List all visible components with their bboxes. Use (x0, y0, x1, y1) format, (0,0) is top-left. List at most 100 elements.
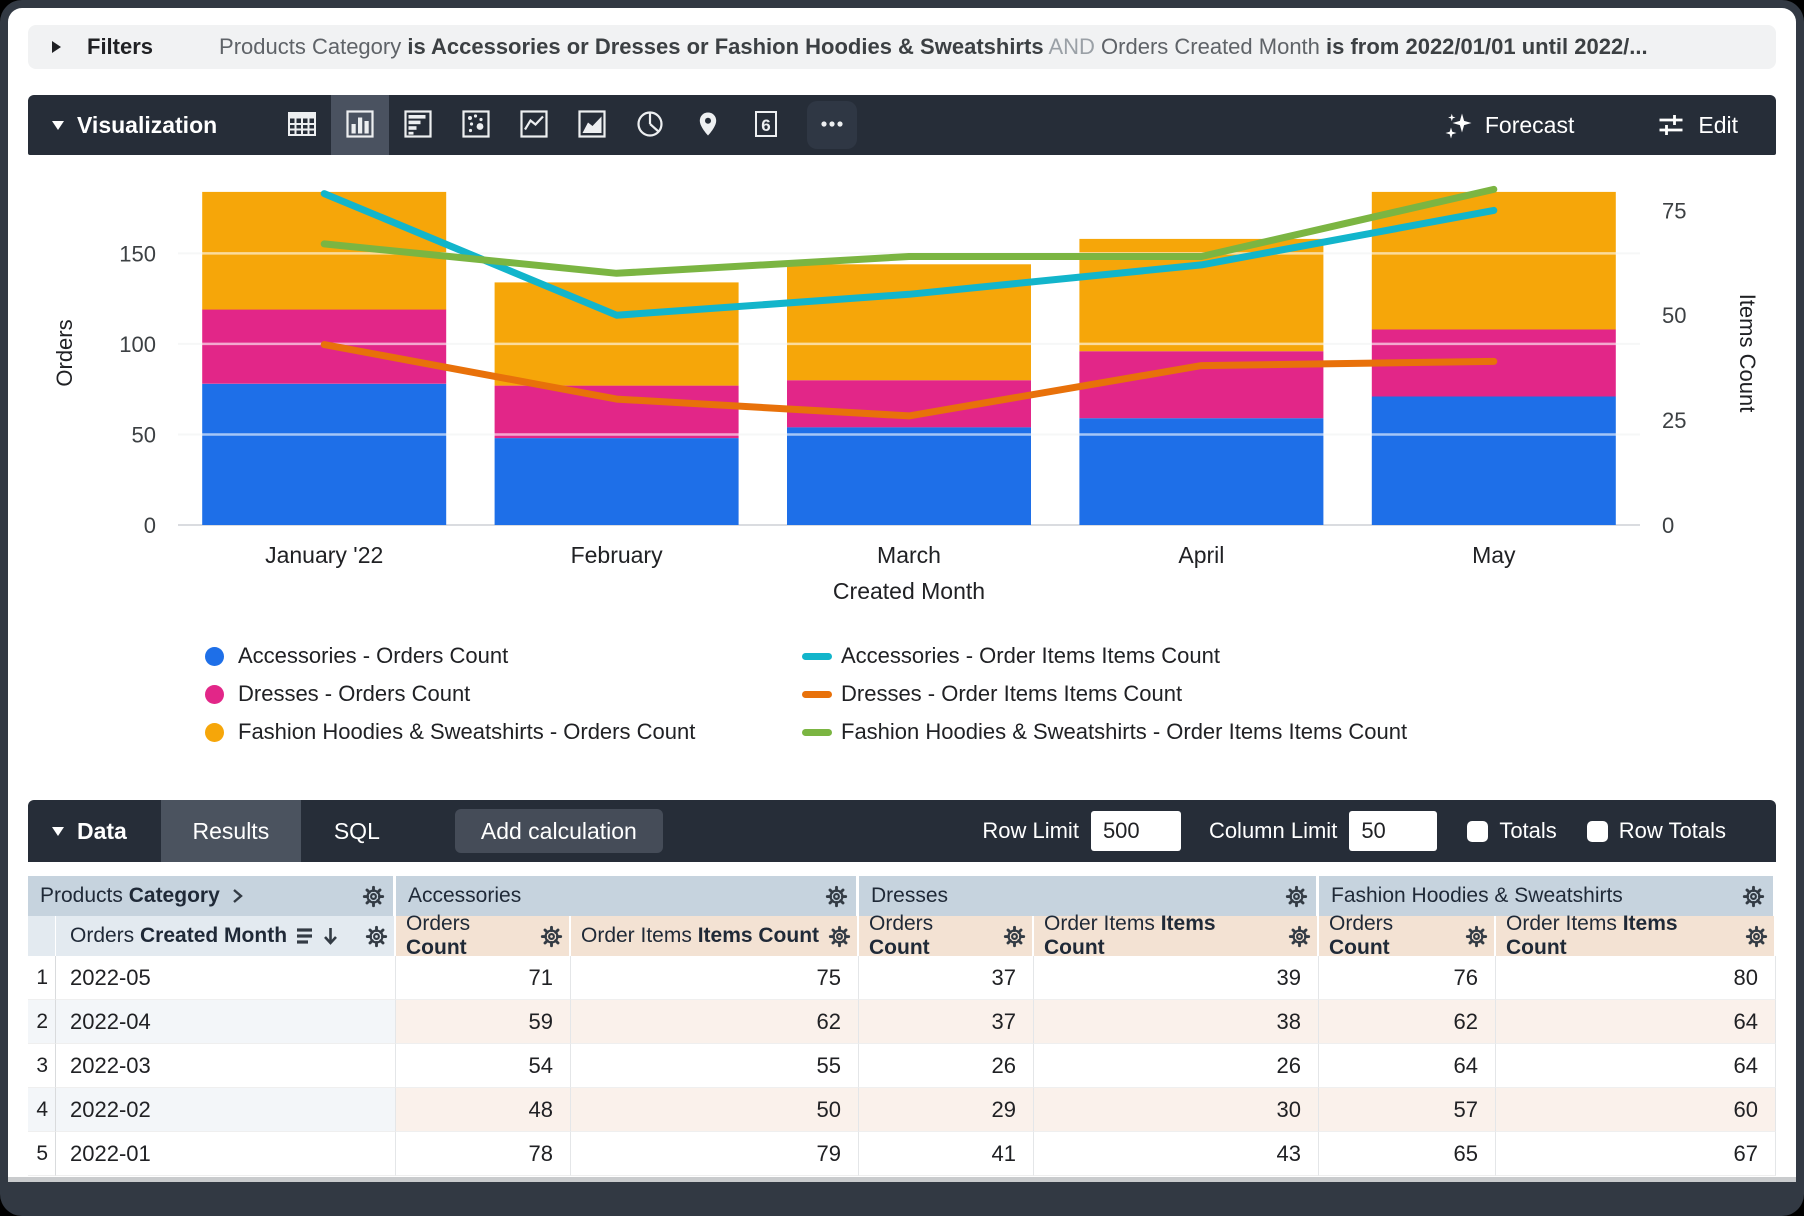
results-table: Products Category Accessories Dresses Fashi… (28, 876, 1776, 1176)
measure-column-header[interactable]: Orders Count (396, 912, 571, 959)
edit-button[interactable]: Edit (1648, 110, 1738, 140)
value-cell: 65 (1319, 1132, 1496, 1176)
value-cell: 71 (396, 956, 571, 1000)
viz-type-pie-chart-button[interactable] (621, 95, 679, 155)
column-limit-input[interactable] (1349, 811, 1438, 851)
totals-checkbox[interactable] (1467, 820, 1489, 842)
gear-icon[interactable] (362, 885, 385, 908)
gear-icon[interactable] (1288, 925, 1311, 948)
viz-type-table-button[interactable] (273, 95, 331, 155)
measure-column-header[interactable]: Order Items Items Count (1496, 912, 1776, 959)
value-cell: 78 (396, 1132, 571, 1176)
left-axis-title: Orders (52, 319, 77, 386)
map-icon (691, 107, 725, 144)
gear-icon[interactable] (1465, 925, 1488, 948)
sort-desc-icon[interactable] (322, 926, 339, 946)
row-totals-label: Row Totals (1618, 818, 1726, 843)
row-number: 3 (28, 1044, 56, 1088)
x-axis-label: February (571, 542, 664, 568)
viz-type-single-value-button[interactable]: 6 (737, 95, 795, 155)
viz-type-more-button[interactable] (807, 101, 858, 149)
row-limit-input[interactable] (1090, 811, 1181, 851)
table-group-header[interactable]: Dresses (859, 876, 1319, 916)
value-cell: 30 (1034, 1088, 1319, 1132)
visualization-collapse[interactable]: Visualization (28, 112, 217, 139)
value-cell: 38 (1034, 1000, 1319, 1044)
gear-icon[interactable] (825, 885, 848, 908)
viz-type-area-chart-button[interactable] (563, 95, 621, 155)
gear-icon[interactable] (1742, 885, 1765, 908)
x-axis-title: Created Month (833, 578, 985, 604)
x-axis-label: March (877, 542, 941, 568)
row-number: 4 (28, 1088, 56, 1132)
right-axis-tick: 50 (1662, 303, 1686, 328)
value-cell: 79 (571, 1132, 859, 1176)
legend-item[interactable]: Accessories - Order Items Items Count (802, 637, 1407, 675)
value-cell: 41 (859, 1132, 1034, 1176)
value-cell: 62 (1319, 1000, 1496, 1044)
value-cell: 26 (859, 1044, 1034, 1088)
forecast-button[interactable]: Forecast (1435, 110, 1574, 140)
measure-column-header[interactable]: Order Items Items Count (1034, 912, 1319, 959)
viz-type-line-chart-button[interactable] (505, 95, 563, 155)
row-limit-label: Row Limit (982, 818, 1079, 843)
legend-item[interactable]: Dresses - Orders Count (205, 675, 802, 713)
viz-type-scatter-button[interactable] (447, 95, 505, 155)
visualization-panel-header: Visualization 6 Forecast Edit (28, 95, 1776, 155)
dimension-column-header[interactable]: Orders Created Month (56, 916, 396, 956)
value-cell: 57 (1319, 1088, 1496, 1132)
legend-item[interactable]: Accessories - Orders Count (205, 637, 802, 675)
gear-icon[interactable] (828, 925, 851, 948)
subtotals-icon[interactable] (295, 927, 314, 945)
pie-chart-icon (633, 107, 667, 144)
filters-bar[interactable]: Filters Products Category is Accessories… (28, 25, 1776, 69)
tab-results[interactable]: Results (160, 800, 301, 862)
value-cell: 50 (571, 1088, 859, 1132)
row-totals-checkbox[interactable] (1586, 820, 1608, 842)
table-icon (285, 107, 319, 144)
data-collapse[interactable]: Data (28, 818, 127, 845)
tab-sql[interactable]: SQL (301, 800, 413, 862)
legend-circle-swatch (205, 722, 224, 742)
column-chart-icon (343, 107, 377, 144)
gear-icon[interactable] (1285, 885, 1308, 908)
table-group-header[interactable]: Products Category (28, 876, 396, 916)
legend-item[interactable]: Fashion Hoodies & Sweatshirts - Orders C… (205, 713, 802, 751)
gear-icon[interactable] (365, 925, 388, 948)
value-cell: 80 (1496, 956, 1776, 1000)
combined-chart: 0 50 100 150 0 25 50 75 January '22 February March… (28, 165, 1776, 625)
measure-column-header[interactable]: Orders Count (859, 912, 1034, 959)
legend-item[interactable]: Dresses - Order Items Items Count (802, 675, 1407, 713)
viz-type-column-chart-button[interactable] (331, 95, 390, 155)
right-axis-tick: 75 (1662, 198, 1686, 223)
svg-text:6: 6 (761, 116, 770, 135)
filters-expand-icon[interactable] (52, 41, 61, 53)
gear-icon[interactable] (1745, 925, 1768, 948)
right-axis-tick: 25 (1662, 408, 1686, 433)
measure-column-header[interactable]: Orders Count (1319, 912, 1496, 959)
filter-segment: is Accessories or Dresses or Fashion Hoo… (407, 34, 1044, 59)
left-axis-tick: 100 (119, 332, 156, 357)
data-tabs: Results SQL (160, 800, 413, 862)
filter-segment: Orders Created Month (1101, 34, 1327, 59)
dimension-cell: 2022-04 (56, 1000, 396, 1044)
value-cell: 37 (859, 1000, 1034, 1044)
value-cell: 43 (1034, 1132, 1319, 1176)
filter-segment: Products Category (219, 34, 408, 59)
table-group-header[interactable]: Accessories (396, 876, 859, 916)
viz-type-bar-chart-button[interactable] (389, 95, 447, 155)
visualization-title: Visualization (77, 111, 218, 138)
gear-icon[interactable] (1003, 925, 1026, 948)
measure-column-header[interactable]: Order Items Items Count (571, 916, 859, 956)
legend-item[interactable]: Fashion Hoodies & Sweatshirts - Order It… (802, 713, 1407, 751)
table-group-header[interactable]: Fashion Hoodies & Sweatshirts (1319, 876, 1776, 916)
filter-segment: is from 2022/01/01 until 2022/... (1326, 34, 1648, 59)
right-axis-title: Items Count (1735, 294, 1760, 413)
chevron-right-icon[interactable] (228, 886, 246, 906)
gear-icon[interactable] (540, 925, 563, 948)
add-calculation-button[interactable]: Add calculation (454, 809, 663, 853)
left-axis-tick: 0 (144, 513, 156, 538)
viz-type-map-button[interactable] (679, 95, 737, 155)
totals-label: Totals (1499, 818, 1557, 843)
